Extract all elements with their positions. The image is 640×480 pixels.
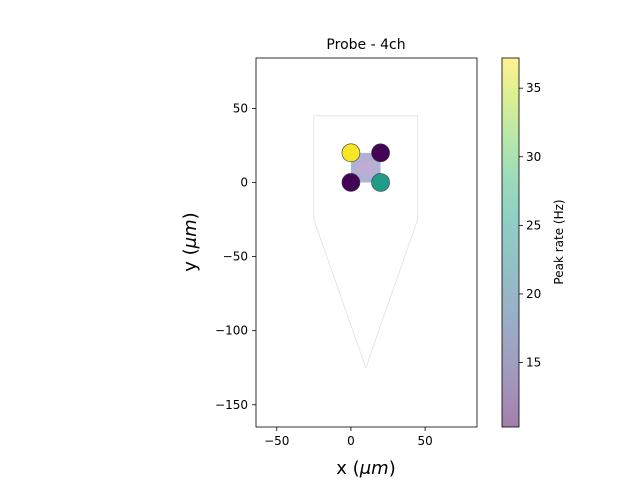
y-tick-label: −150 (215, 398, 248, 412)
x-tick-label: 0 (347, 434, 355, 448)
contact-3 (371, 143, 390, 163)
contact-2 (371, 173, 390, 192)
contact-0 (341, 173, 361, 192)
axes-frame (255, 57, 478, 428)
y-tick-label: 0 (240, 175, 248, 189)
colorbar-label: Peak rate (Hz) (552, 199, 566, 284)
y-tick-label: −50 (223, 250, 248, 264)
y-axis-label: y (μm) (180, 212, 201, 271)
x-tick-label: 50 (417, 434, 432, 448)
contacts-layer (341, 143, 390, 192)
colorbar: 15 20 25 30 35 Peak rate (Hz) (501, 57, 566, 428)
colorbar-tick-label: 30 (526, 150, 541, 164)
plot-area: −50 0 50 −150 −100 −50 0 50 (215, 57, 478, 448)
contact-1 (341, 143, 361, 163)
colorbar-tick-label: 20 (526, 287, 541, 301)
colorbar-tick-label: 15 (526, 356, 541, 370)
colorbar-tick-label: 35 (526, 81, 541, 95)
y-tick-label: 50 (233, 101, 248, 115)
colorbar-tick-label: 25 (526, 218, 541, 232)
probe-outline (313, 115, 419, 369)
x-ticks: −50 0 50 (264, 427, 433, 448)
chart-title: Probe - 4ch (326, 37, 405, 53)
colorbar-gradient (502, 58, 519, 427)
colorbar-frame (501, 57, 520, 428)
colorbar-ticks: 15 20 25 30 35 (519, 81, 541, 370)
x-axis-label: x (μm) (336, 458, 395, 479)
y-tick-label: −100 (215, 324, 248, 338)
y-ticks: −150 −100 −50 0 50 (215, 101, 256, 412)
x-tick-label: −50 (264, 434, 289, 448)
